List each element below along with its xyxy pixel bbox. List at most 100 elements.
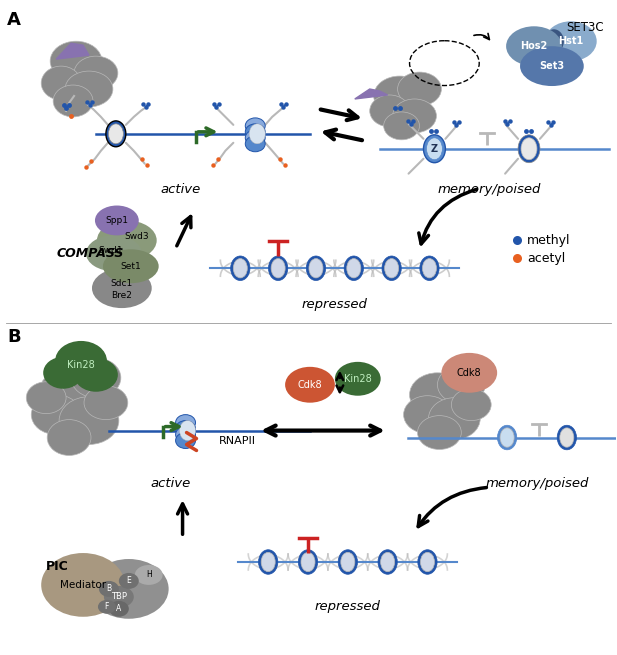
Text: Sdc1: Sdc1 xyxy=(110,278,133,288)
Ellipse shape xyxy=(452,388,491,421)
Text: repressed: repressed xyxy=(302,298,368,311)
Text: repressed: repressed xyxy=(315,600,381,613)
Text: Kin28: Kin28 xyxy=(67,360,95,370)
Text: COMPASS: COMPASS xyxy=(56,247,123,260)
Text: Cdk8: Cdk8 xyxy=(297,380,322,390)
Ellipse shape xyxy=(557,425,576,450)
Text: PIC: PIC xyxy=(46,560,69,573)
Ellipse shape xyxy=(261,552,275,572)
Ellipse shape xyxy=(109,601,129,617)
Text: methyl: methyl xyxy=(527,234,571,247)
Ellipse shape xyxy=(97,221,157,260)
Ellipse shape xyxy=(98,600,116,614)
Ellipse shape xyxy=(544,29,564,53)
Ellipse shape xyxy=(497,425,517,450)
Text: SET3C: SET3C xyxy=(566,22,603,34)
Ellipse shape xyxy=(176,432,196,449)
Ellipse shape xyxy=(47,420,91,455)
Ellipse shape xyxy=(338,550,357,574)
Ellipse shape xyxy=(39,367,103,419)
Text: A: A xyxy=(7,11,21,29)
Text: E: E xyxy=(126,576,131,586)
Ellipse shape xyxy=(500,428,514,447)
Ellipse shape xyxy=(249,124,265,144)
Ellipse shape xyxy=(106,121,126,147)
Text: Cdk8: Cdk8 xyxy=(457,368,482,378)
Ellipse shape xyxy=(441,353,497,393)
Ellipse shape xyxy=(89,559,168,619)
Text: RNAPII: RNAPII xyxy=(218,436,255,445)
Text: Z: Z xyxy=(431,143,438,154)
Ellipse shape xyxy=(545,22,597,61)
Text: H: H xyxy=(146,571,152,580)
Ellipse shape xyxy=(92,269,152,308)
Text: Hos2: Hos2 xyxy=(520,41,548,51)
Ellipse shape xyxy=(335,362,381,396)
Ellipse shape xyxy=(521,138,537,160)
Ellipse shape xyxy=(418,550,437,574)
Ellipse shape xyxy=(384,112,420,140)
Text: Spp1: Spp1 xyxy=(106,216,128,225)
Ellipse shape xyxy=(246,118,265,134)
Ellipse shape xyxy=(27,382,66,414)
Text: Swd1: Swd1 xyxy=(99,246,123,255)
Ellipse shape xyxy=(382,256,401,280)
Text: memory/poised: memory/poised xyxy=(486,477,589,491)
Ellipse shape xyxy=(299,550,318,574)
Ellipse shape xyxy=(392,99,436,133)
Ellipse shape xyxy=(50,41,102,81)
Ellipse shape xyxy=(246,136,265,152)
Ellipse shape xyxy=(271,259,285,278)
Ellipse shape xyxy=(99,581,119,597)
Ellipse shape xyxy=(41,553,125,617)
Ellipse shape xyxy=(59,397,119,445)
Ellipse shape xyxy=(381,552,395,572)
Ellipse shape xyxy=(423,135,445,162)
Text: B: B xyxy=(7,328,21,346)
Ellipse shape xyxy=(410,373,465,417)
Ellipse shape xyxy=(397,72,441,106)
Ellipse shape xyxy=(246,130,265,146)
Text: Set1: Set1 xyxy=(120,262,141,271)
Ellipse shape xyxy=(370,95,410,127)
Ellipse shape xyxy=(65,71,113,107)
Ellipse shape xyxy=(104,586,134,608)
Text: A: A xyxy=(116,605,122,613)
Text: acetyl: acetyl xyxy=(527,252,565,265)
Ellipse shape xyxy=(560,428,574,447)
Text: Hst1: Hst1 xyxy=(558,36,584,47)
Text: TBP: TBP xyxy=(111,592,127,601)
Ellipse shape xyxy=(41,66,81,100)
Ellipse shape xyxy=(418,416,462,449)
Ellipse shape xyxy=(423,259,436,278)
Ellipse shape xyxy=(180,421,196,441)
Ellipse shape xyxy=(176,426,196,443)
Text: Kin28: Kin28 xyxy=(344,374,371,384)
Ellipse shape xyxy=(428,398,480,440)
Ellipse shape xyxy=(301,552,315,572)
Ellipse shape xyxy=(285,367,335,403)
Ellipse shape xyxy=(31,395,81,434)
Ellipse shape xyxy=(426,138,442,160)
Ellipse shape xyxy=(55,341,107,381)
Text: F: F xyxy=(105,603,109,611)
Text: memory/poised: memory/poised xyxy=(437,183,541,196)
Ellipse shape xyxy=(74,56,118,90)
Ellipse shape xyxy=(437,366,485,403)
Ellipse shape xyxy=(420,256,439,280)
Text: active: active xyxy=(151,477,191,491)
Text: Mediator: Mediator xyxy=(60,580,106,590)
Text: B: B xyxy=(106,584,112,593)
Polygon shape xyxy=(56,43,89,59)
Ellipse shape xyxy=(176,421,196,436)
Text: Bre2: Bre2 xyxy=(112,291,132,299)
Ellipse shape xyxy=(71,358,121,398)
Ellipse shape xyxy=(347,259,361,278)
Ellipse shape xyxy=(86,235,142,271)
Ellipse shape xyxy=(268,256,288,280)
Ellipse shape xyxy=(95,206,139,235)
Text: Set3: Set3 xyxy=(539,61,565,71)
Ellipse shape xyxy=(344,256,363,280)
Ellipse shape xyxy=(309,259,323,278)
Ellipse shape xyxy=(176,415,196,430)
